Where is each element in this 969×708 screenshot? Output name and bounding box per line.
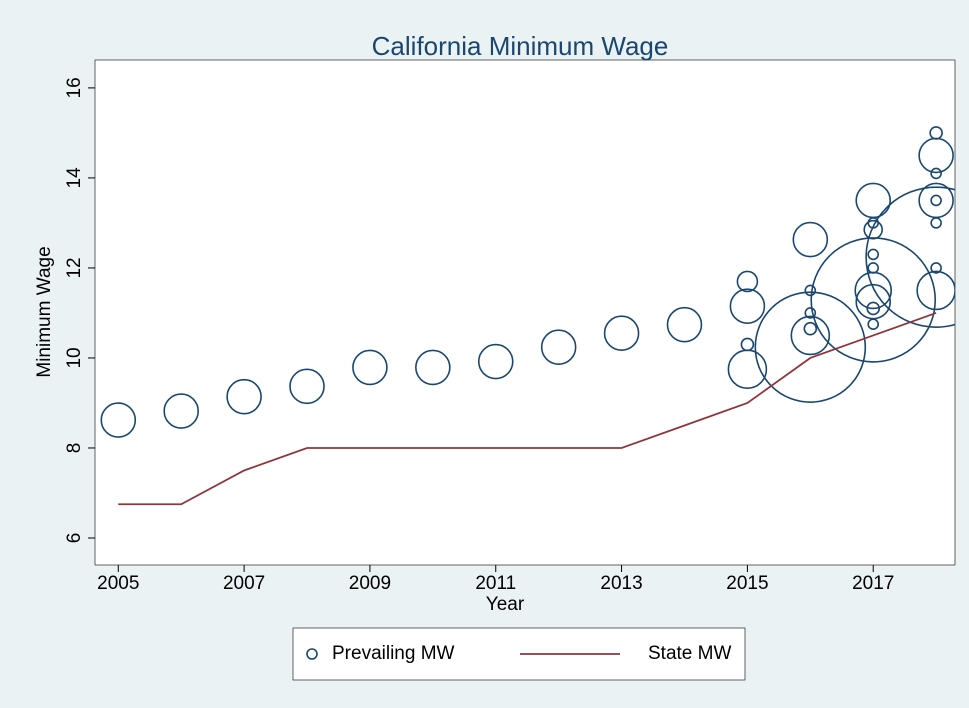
legend-label: Prevailing MW [332, 643, 455, 664]
bubble [930, 194, 942, 207]
chart-title: California Minimum Wage [372, 31, 669, 61]
y-tick-label: 16 [64, 77, 85, 98]
y-tick-label: 14 [64, 167, 85, 189]
plot-layer [100, 126, 955, 506]
x-tick-label: 2017 [852, 573, 894, 594]
bubble [289, 368, 325, 405]
legend-marker [306, 648, 318, 660]
x-tick-label: 2007 [223, 573, 265, 594]
x-tick-label: 2013 [600, 573, 642, 594]
bubble [352, 349, 388, 386]
line [118, 312, 937, 506]
x-tick-label: 2009 [349, 573, 391, 594]
bubble [477, 343, 514, 380]
bubble [867, 318, 880, 331]
bubble [930, 167, 942, 180]
bubble [804, 284, 817, 297]
bubble [792, 221, 829, 258]
bubble [666, 306, 703, 343]
bubble [736, 270, 759, 293]
bubble [803, 321, 818, 336]
bubble [790, 315, 831, 356]
y-tick-label: 6 [64, 533, 85, 544]
bubble [916, 270, 955, 311]
bubble [930, 262, 942, 274]
bubble [754, 291, 867, 403]
plot-area [94, 59, 956, 566]
x-tick-label: 2005 [97, 573, 139, 594]
y-tick-label: 12 [64, 257, 85, 278]
x-axis-label: Year [486, 594, 525, 615]
y-tick-label: 8 [64, 443, 85, 454]
bubble [854, 271, 893, 310]
bubble [540, 329, 577, 365]
bubble [866, 301, 881, 316]
bubble [804, 307, 817, 319]
bubble [603, 315, 640, 352]
x-tick-label: 2011 [475, 573, 516, 594]
bubble [865, 186, 955, 328]
legend-box [292, 627, 746, 681]
bubble [930, 217, 942, 229]
bubble [867, 248, 880, 261]
y-axis-label: Minimum Wage [34, 246, 55, 377]
bubble [415, 349, 451, 386]
bubble [727, 349, 768, 390]
bubble [100, 402, 137, 438]
y-tick-label: 10 [64, 347, 85, 368]
bubble [810, 237, 937, 363]
bubble [226, 378, 262, 415]
bubble [729, 288, 766, 324]
bubble [918, 137, 954, 174]
bubble [163, 393, 199, 429]
x-tick-label: 2015 [726, 573, 768, 594]
legend-label: State MW [648, 643, 731, 664]
